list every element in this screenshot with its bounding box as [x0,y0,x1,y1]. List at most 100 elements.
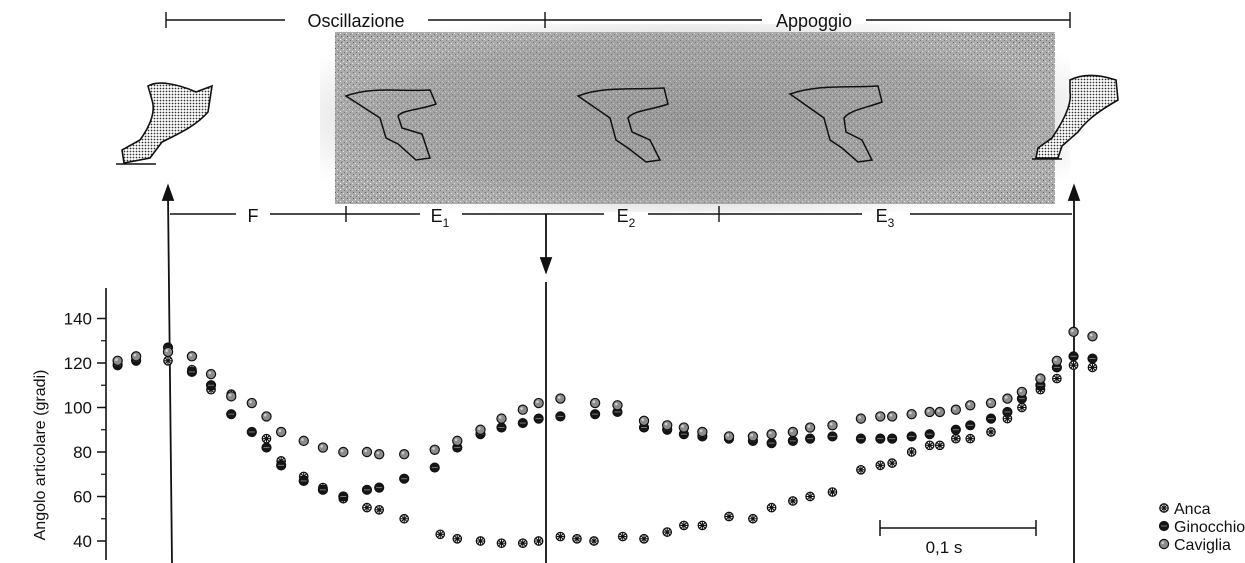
series-caviglia [112,326,1098,460]
legend-marker-caviglia [1158,538,1170,550]
label-f: F [248,206,259,226]
data-point-anca [788,496,798,506]
y-tick-label: 60 [73,488,92,507]
data-point-anca [1087,362,1098,373]
data-point-ginocchio [361,484,373,495]
data-point-anca [906,447,917,457]
data-point-caviglia [496,413,507,424]
legend-label-ginocchio: Ginocchio [1174,519,1245,536]
data-point-ginocchio [589,409,601,420]
data-point-caviglia [261,411,272,422]
data-point-ginocchio [226,409,237,420]
data-point-caviglia [130,351,142,362]
data-point-caviglia [555,393,566,404]
data-point-ginocchio [399,473,410,484]
data-point-caviglia [398,449,410,460]
legend-marker-ginocchio [1158,520,1170,532]
data-point-caviglia [517,404,528,415]
data-point-caviglia [1051,355,1063,366]
data-point-anca [533,536,544,546]
legend-marker-anca [1159,503,1169,513]
data-point-caviglia [662,420,673,431]
data-point-ginocchio [950,424,961,435]
data-point-ginocchio [517,417,528,429]
data-point-anca [679,520,689,531]
data-point-caviglia [965,400,976,411]
data-point-ginocchio [985,413,997,424]
data-point-ginocchio [875,433,886,444]
data-point-caviglia [205,368,217,380]
data-point-anca [827,487,838,497]
leg-outline-2 [576,87,669,163]
data-point-caviglia [804,422,816,433]
data-point-caviglia [373,449,385,460]
data-point-caviglia [246,397,258,409]
data-point-anca [951,433,961,444]
data-point-caviglia [747,431,759,442]
label-e1: E1 [431,206,450,230]
time-scale-label: 0,1 s [926,538,963,557]
data-point-caviglia [612,400,623,411]
data-point-caviglia [317,442,329,453]
data-point-ginocchio [533,413,544,424]
data-point-anca [435,529,446,540]
data-point-ginocchio [496,422,507,433]
data-point-ginocchio [276,460,287,471]
data-point-caviglia [452,435,463,447]
data-point-caviglia [638,415,650,427]
data-point-ginocchio [1087,353,1098,364]
data-point-ginocchio [205,380,217,391]
data-point-caviglia [924,406,935,418]
data-point-anca [1017,402,1027,413]
data-point-caviglia [429,444,440,455]
data-point-caviglia [1087,331,1098,342]
data-point-caviglia [533,397,544,409]
data-point-caviglia [855,413,867,424]
foot-lift-line [167,195,173,563]
data-point-caviglia [697,426,708,438]
data-point-caviglia [162,346,174,358]
data-point-caviglia [298,435,309,447]
data-point-anca [986,427,996,437]
data-points [112,326,1098,549]
leg-outline-1 [344,89,437,161]
data-point-anca [766,502,777,513]
y-tick-label: 80 [73,443,92,462]
data-point-anca [875,460,886,471]
y-axis-label: Angolo articolare (gradi) [32,370,49,541]
y-tick-label: 40 [73,532,92,551]
data-point-caviglia [475,424,486,435]
label-oscillazione: Oscillazione [307,11,404,31]
data-point-caviglia [1002,393,1013,404]
data-point-anca [475,536,486,546]
label-appoggio: Appoggio [776,11,852,31]
data-point-ginocchio [555,411,566,422]
data-point-anca [639,533,649,544]
data-point-ginocchio [246,426,257,438]
data-point-caviglia [275,426,287,438]
data-point-anca [724,511,734,522]
data-point-ginocchio [787,435,798,446]
data-point-ginocchio [374,482,385,493]
phase-bar-sub [170,206,1072,222]
leg-outline-3 [788,85,883,163]
data-point-caviglia [1016,386,1028,398]
data-point-caviglia [886,411,898,422]
data-point-anca [1068,360,1079,371]
stepping-illustration [116,24,1119,212]
foot-lift-arrow-icon [161,183,175,201]
data-point-anca [662,527,673,537]
phase-bar-top [165,12,1071,28]
y-tick-label: 140 [64,310,92,329]
leg-silhouette-left [121,82,213,164]
y-tick-label: 100 [64,399,92,418]
data-point-caviglia [1035,373,1046,384]
data-point-ginocchio [804,433,816,444]
data-point-caviglia [186,351,198,362]
data-point-anca [374,504,385,515]
data-point-ginocchio [338,491,349,502]
data-point-ginocchio [298,475,309,487]
data-point-caviglia [361,446,373,458]
